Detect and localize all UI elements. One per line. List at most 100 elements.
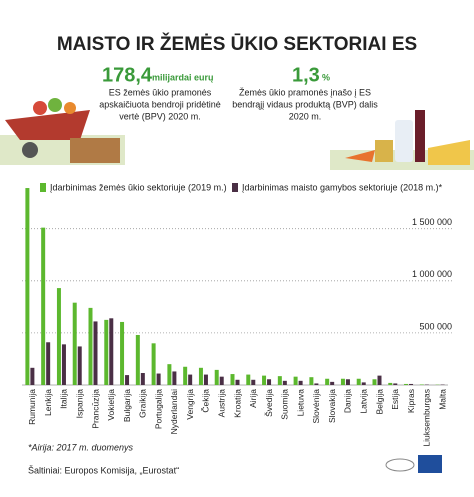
bar: [340, 378, 345, 385]
x-tick-label: Portugalija: [153, 389, 163, 429]
bar: [72, 302, 77, 385]
x-tick-label: Ispanija: [74, 389, 84, 419]
bar: [109, 318, 114, 385]
x-tick-label: Belgija: [374, 389, 384, 415]
bar: [246, 374, 251, 385]
legend-label: Įdarbinimas maisto gamybos sektoriuje (2…: [242, 182, 443, 192]
stat-text: vertė (BPV) 2020 m.: [119, 111, 201, 121]
x-tick-label: Nyderlandai: [169, 389, 179, 434]
stat-unit: %: [322, 72, 330, 82]
x-tick-label: Lietuva: [295, 389, 305, 417]
x-tick-label: Rumunija: [27, 389, 37, 425]
x-tick-label: Italija: [59, 389, 69, 409]
bar: [235, 379, 240, 385]
bar: [262, 375, 267, 385]
bar: [377, 375, 382, 385]
bar: [230, 374, 235, 385]
bar: [120, 321, 125, 385]
bar: [293, 376, 298, 385]
x-tick-label: Slovėnija: [311, 389, 321, 424]
legend-label: Įdarbinimas žemės ūkio sektoriuje (2019 …: [50, 182, 227, 192]
bar: [25, 188, 30, 385]
bar: [88, 307, 93, 385]
bar: [156, 373, 161, 385]
x-tick-label: Švedija: [264, 389, 274, 417]
bar: [277, 376, 282, 385]
bar: [188, 374, 193, 385]
bar: [167, 364, 172, 385]
x-tick-label: Estija: [390, 389, 400, 410]
bar: [183, 366, 188, 385]
x-tick-label: Prancūzija: [90, 389, 100, 429]
stat-value: 1,3: [292, 64, 320, 86]
bar: [172, 371, 177, 385]
x-tick-label: Airija: [248, 389, 258, 408]
stat-text: apskaičiuota bendroji pridėtinė: [99, 99, 221, 109]
bar: [356, 378, 361, 385]
bar: [325, 378, 330, 385]
bar: [41, 227, 46, 385]
bar: [419, 384, 424, 385]
x-tick-label: Liuksemburgas: [422, 389, 432, 447]
x-tick-label: Kroatija: [232, 389, 242, 418]
bar: [135, 334, 140, 385]
x-tick-label: Vengrija: [185, 389, 195, 420]
legend-swatch: [40, 183, 46, 192]
footnote: *Airija: 2017 m. duomenys: [28, 442, 134, 452]
bar: [361, 382, 366, 385]
bar: [61, 344, 66, 385]
bar: [393, 383, 398, 385]
x-tick-label: Austrija: [216, 389, 226, 418]
bar: [409, 383, 414, 385]
bar: [372, 379, 377, 385]
x-tick-label: Bulgarija: [122, 389, 132, 422]
bar: [30, 367, 35, 385]
bar: [125, 375, 130, 385]
stat-text: bendrąjį vidaus produktą (BVP) dalis: [232, 99, 378, 109]
bar: [140, 373, 145, 385]
bar: [330, 381, 335, 385]
bar: [388, 382, 393, 385]
stat-unit: milijardai eurų: [152, 72, 214, 82]
x-tick-label: Kipras: [406, 389, 416, 413]
stat-value: 178,4: [102, 64, 153, 86]
bar: [151, 343, 156, 385]
x-tick-label: Lenkija: [43, 389, 53, 416]
bar: [314, 383, 319, 385]
bar: [219, 376, 224, 385]
bar: [203, 374, 208, 385]
x-tick-label: Danija: [343, 389, 353, 413]
wheelbarrow-illustration: [0, 98, 125, 165]
source: Šaltiniai: Europos Komisija, „Eurostat“: [28, 465, 179, 475]
bar: [404, 383, 409, 385]
x-tick-label: Latvija: [358, 389, 368, 414]
x-tick-label: Slovakija: [327, 389, 337, 423]
bar: [298, 380, 303, 385]
bar: [267, 379, 272, 385]
y-tick-label: 1 500 000: [412, 217, 452, 227]
bar: [46, 342, 51, 385]
x-tick-label: Vokietija: [106, 389, 116, 421]
bar: [345, 379, 350, 385]
bar: [282, 380, 287, 385]
x-tick-label: Graikija: [138, 389, 148, 418]
bar: [251, 379, 256, 385]
bar: [56, 288, 61, 385]
bar: [93, 321, 98, 385]
bar: [214, 369, 219, 385]
stat-text: ES žemės ūkio pramonės: [109, 87, 212, 97]
bar: [104, 319, 109, 385]
bar: [198, 367, 203, 385]
x-tick-label: Malta: [437, 389, 447, 410]
bar: [309, 377, 314, 385]
x-tick-label: Suomija: [280, 389, 290, 420]
stat-text: Žemės ūkio pramonės įnašo į ES: [239, 87, 371, 97]
x-tick-label: Čekija: [201, 389, 211, 413]
title: MAISTO IR ŽEMĖS ŪKIO SEKTORIAI ES: [57, 33, 417, 55]
y-tick-label: 1 000 000: [412, 269, 452, 279]
y-tick-label: 500 000: [419, 321, 452, 331]
stat-text: 2020 m.: [289, 111, 322, 121]
ep-logo: [385, 455, 442, 473]
legend-swatch: [232, 183, 238, 192]
